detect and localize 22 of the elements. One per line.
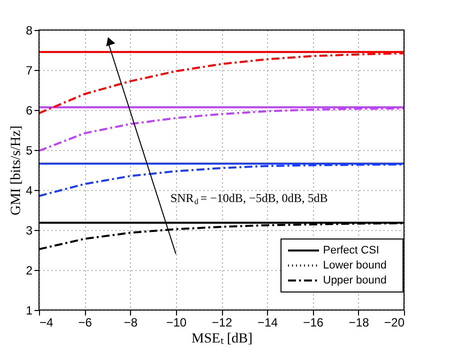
y-axis-title: GMI [bits/s/Hz]: [8, 126, 24, 216]
x-tick-label: −16: [303, 316, 324, 330]
y-tick-label: 4: [26, 184, 33, 198]
y-tick-label: 1: [26, 304, 33, 318]
y-tick-label: 2: [26, 264, 33, 278]
legend-label: Upper bound: [323, 274, 387, 286]
x-tick-label: −10: [166, 316, 187, 330]
legend-label: Perfect CSI: [323, 244, 380, 256]
x-tick-label: −20: [384, 316, 405, 330]
y-tick-label: 7: [26, 64, 33, 78]
x-tick-label: −12: [212, 316, 232, 330]
x-tick-label: −14: [257, 316, 278, 330]
y-tick-label: 3: [26, 224, 33, 238]
x-tick-label: −6: [78, 316, 92, 330]
y-tick-label: 6: [26, 104, 33, 118]
y-tick-label: 8: [26, 24, 33, 38]
x-tick-label: −18: [348, 316, 370, 330]
x-tick-label: −8: [124, 316, 138, 330]
x-tick-label: −4: [40, 316, 54, 330]
y-tick-label: 5: [26, 144, 33, 158]
legend-label: Lower bound: [323, 260, 387, 272]
x-axis-title: MSEₜ [dB]: [192, 332, 252, 346]
